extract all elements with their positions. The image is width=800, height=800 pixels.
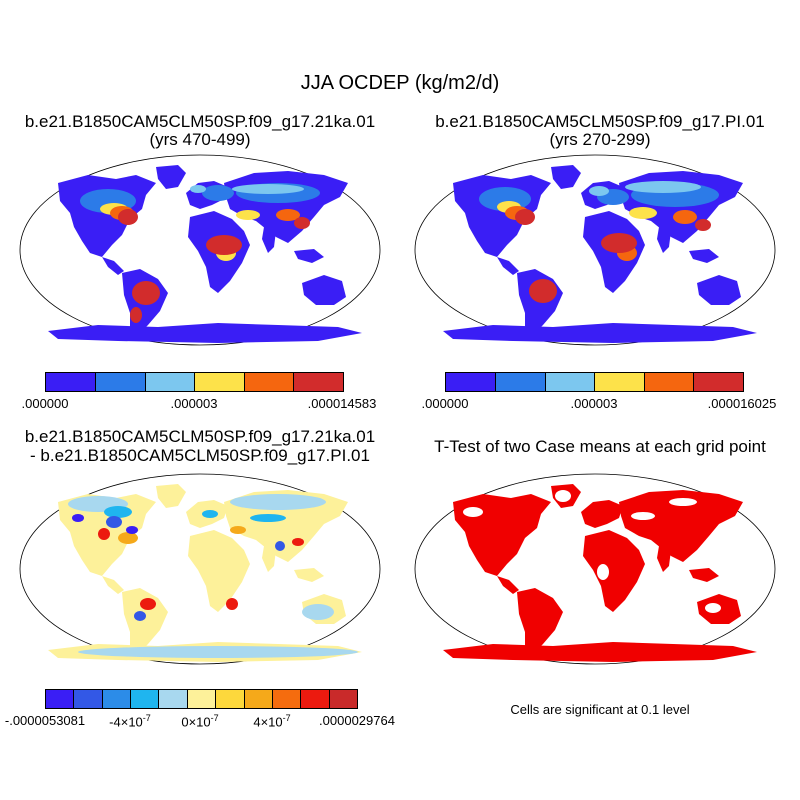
colorbar-swatch	[102, 690, 132, 708]
colorbar-swatch	[146, 373, 196, 391]
map-difference	[19, 473, 381, 665]
panel-b-subtitle: (yrs 270-299)	[549, 130, 651, 149]
panel-diff-subtitle: - b.e21.B1850CAM5CLM50SP.f09_g17.PI.01	[30, 446, 370, 465]
colorbar-label: -4×10-7	[109, 713, 151, 730]
colorbar-swatch	[96, 373, 147, 391]
colorbar-swatch	[301, 690, 330, 708]
colorbar-swatch	[272, 690, 302, 708]
colorbar-swatch	[293, 373, 343, 391]
colorbar-label: .000000	[421, 396, 469, 411]
colorbar-swatch	[46, 690, 75, 708]
colorbar-swatch	[329, 690, 357, 708]
colorbar-label: .000000	[21, 396, 69, 411]
colorbar-swatch	[644, 373, 694, 391]
colorbar-swatch	[74, 690, 103, 708]
colorbar-swatch	[131, 690, 160, 708]
colorbar-case-a	[45, 372, 344, 392]
colorbar-case-b	[445, 372, 744, 392]
panel-b-title: b.e21.B1850CAM5CLM50SP.f09_g17.PI.01	[435, 112, 765, 131]
map-case-a	[19, 154, 381, 346]
panel-a-title: b.e21.B1850CAM5CLM50SP.f09_g17.21ka.01	[24, 112, 376, 131]
colorbar-difference	[45, 689, 358, 709]
colorbar-swatch	[693, 373, 743, 391]
colorbar-swatch	[244, 690, 273, 708]
panel-a-subtitle: (yrs 470-499)	[149, 130, 251, 149]
colorbar-swatch	[595, 373, 645, 391]
colorbar-swatch	[216, 690, 245, 708]
map-t-test	[414, 473, 776, 665]
figure-title: JJA OCDEP (kg/m2/d)	[300, 72, 500, 94]
map-case-b	[414, 154, 776, 346]
colorbar-swatch	[46, 373, 97, 391]
colorbar-label: 0×10-7	[181, 713, 219, 730]
colorbar-label: .000014583	[307, 396, 377, 411]
colorbar-swatch	[546, 373, 596, 391]
colorbar-label: .000003	[170, 396, 218, 411]
colorbar-label: .0000029764	[319, 713, 395, 728]
colorbar-swatch	[496, 373, 547, 391]
colorbar-swatch	[187, 690, 217, 708]
colorbar-swatch	[244, 373, 294, 391]
colorbar-swatch	[195, 373, 245, 391]
panel-ttest-title: T-Test of two Case means at each grid po…	[434, 437, 766, 456]
significance-note: Cells are significant at 0.1 level	[510, 702, 690, 717]
panel-diff-title: b.e21.B1850CAM5CLM50SP.f09_g17.21ka.01	[24, 427, 376, 446]
colorbar-label: .000016025	[707, 396, 777, 411]
colorbar-label: -.0000053081	[4, 713, 86, 728]
colorbar-swatch	[446, 373, 497, 391]
colorbar-swatch	[159, 690, 188, 708]
colorbar-label: 4×10-7	[253, 713, 291, 730]
colorbar-label: .000003	[570, 396, 618, 411]
